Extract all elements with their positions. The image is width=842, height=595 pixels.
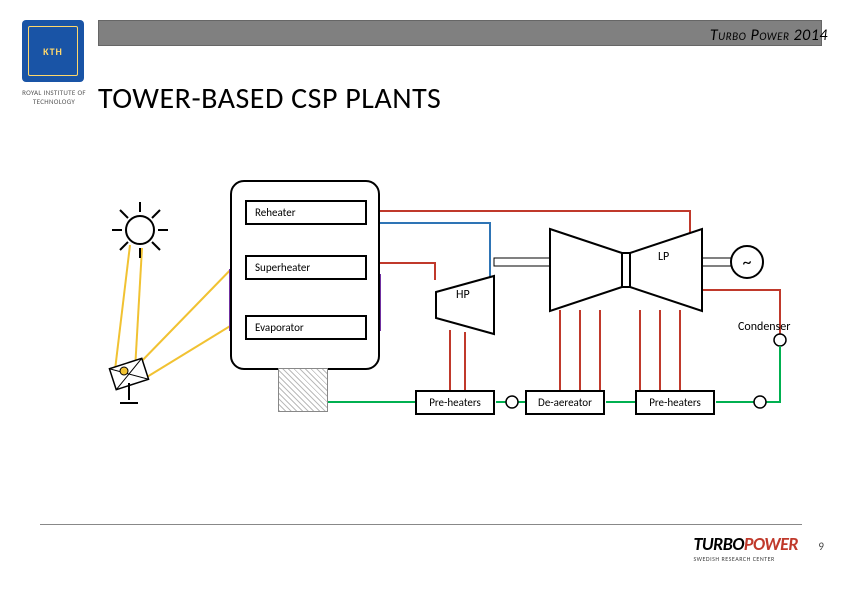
tower-base <box>278 368 328 412</box>
kth-logo: KTH <box>22 20 84 82</box>
deareator-box: De-aereator <box>525 390 605 415</box>
csp-diagram: Reheater Superheater Evaporator HP LP ~ … <box>80 190 800 440</box>
hp-turbine-label: HP <box>456 288 470 302</box>
superheater-box: Superheater <box>245 255 367 280</box>
preheater-lp-box: Pre-heaters <box>635 390 715 415</box>
page-title: TOWER-BASED CSP PLANTS <box>98 80 441 117</box>
kth-logo-caption: ROYAL INSTITUTE OF TECHNOLOGY <box>18 88 90 106</box>
preheater-hp-box: Pre-heaters <box>415 390 495 415</box>
evaporator-box: Evaporator <box>245 315 367 340</box>
condenser-label: Condenser <box>738 320 790 334</box>
footer-rule <box>40 524 802 525</box>
reheater-box: Reheater <box>245 200 367 225</box>
turbopower-logo: TURBOPOWER SWEDISH RESEARCH CENTER <box>693 533 798 563</box>
generator: ~ <box>730 245 764 279</box>
lp-turbine-label: LP <box>658 250 669 264</box>
page-number: 9 <box>818 540 824 553</box>
turbopower-logo-accent: POWER <box>744 533 798 555</box>
header-event: Turbo Power 2014 <box>710 26 828 45</box>
kth-logo-text: KTH <box>28 26 78 76</box>
turbopower-logo-main: TURBO <box>693 533 743 555</box>
turbopower-logo-sub: SWEDISH RESEARCH CENTER <box>693 555 798 563</box>
